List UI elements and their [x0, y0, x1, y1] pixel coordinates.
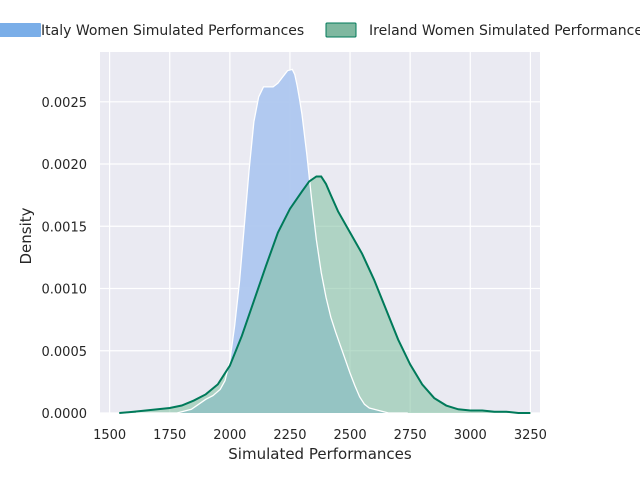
x-tick-label: 3000: [454, 428, 487, 443]
series-lines: [119, 68, 531, 414]
x-axis-label: Simulated Performances: [228, 445, 412, 463]
x-tick-label: 2750: [394, 428, 427, 443]
x-tick-label: 1500: [93, 428, 126, 443]
x-tick-label: 3250: [514, 428, 547, 443]
series-areas: [119, 69, 531, 414]
x-tick-label: 2250: [273, 428, 306, 443]
legend: Italy Women Simulated Performances Irela…: [0, 22, 640, 39]
x-tick-label: 1750: [153, 428, 186, 443]
y-tick-label: 0.0010: [42, 283, 88, 298]
y-axis-ticks: 0.0000 0.0005 0.0010 0.0015 0.0020 0.0025: [42, 96, 88, 422]
y-tick-label: 0.0015: [42, 220, 88, 235]
y-tick-label: 0.0000: [42, 407, 88, 422]
area-ireland: [119, 176, 531, 413]
y-tick-label: 0.0020: [42, 158, 88, 173]
x-axis-ticks: 1500 1750 2000 2250 2500 2750 3000 3250: [93, 428, 547, 443]
legend-swatch-ireland: [325, 22, 357, 38]
y-axis-label: Density: [17, 207, 35, 264]
x-tick-label: 2500: [334, 428, 367, 443]
y-tick-label: 0.0025: [42, 96, 88, 111]
line-ireland: [119, 175, 531, 414]
legend-label-italy: Italy Women Simulated Performances: [41, 23, 304, 39]
legend-label-ireland: Ireland Women Simulated Performances: [369, 23, 640, 39]
line-italy: [136, 68, 408, 414]
y-tick-label: 0.0005: [42, 345, 88, 360]
area-italy: [136, 69, 408, 414]
x-tick-label: 2000: [213, 428, 246, 443]
legend-swatch-italy: [0, 23, 41, 37]
